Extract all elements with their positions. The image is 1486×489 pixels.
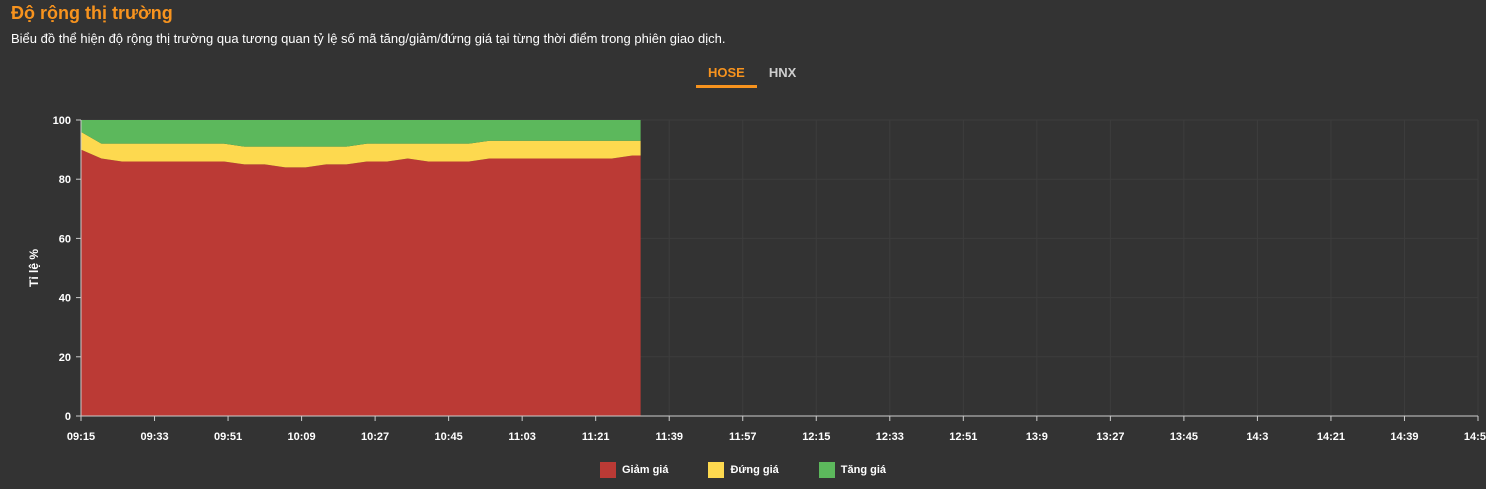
x-tick-label: 11:39 bbox=[655, 431, 683, 443]
page-subtitle: Biểu đồ thể hiện độ rộng thị trường qua … bbox=[11, 31, 726, 46]
y-tick-label: 20 bbox=[59, 352, 71, 364]
legend-item-down[interactable]: Giảm giá bbox=[600, 462, 668, 478]
y-tick-label: 100 bbox=[53, 115, 71, 127]
x-tick-label: 13:45 bbox=[1170, 431, 1198, 443]
chart-legend: Giảm giá Đứng giá Tăng giá bbox=[0, 462, 1486, 478]
y-tick-label: 80 bbox=[59, 174, 71, 186]
exchange-tabs: HOSE HNX bbox=[696, 64, 808, 90]
x-tick-label: 12:15 bbox=[802, 431, 830, 443]
x-tick-label: 09:51 bbox=[214, 431, 242, 443]
tab-hose[interactable]: HOSE bbox=[696, 64, 757, 88]
y-tick-label: 60 bbox=[59, 233, 71, 245]
legend-item-up[interactable]: Tăng giá bbox=[818, 462, 886, 478]
y-tick-label: 40 bbox=[59, 293, 71, 305]
x-tick-label: 11:21 bbox=[582, 431, 610, 443]
page-title: Độ rộng thị trường bbox=[11, 3, 173, 23]
x-tick-label: 12:33 bbox=[876, 431, 904, 443]
x-tick-label: 14:57 bbox=[1464, 431, 1486, 443]
legend-swatch-flat bbox=[708, 462, 725, 478]
legend-swatch-down bbox=[600, 462, 616, 478]
legend-label-flat: Đứng giá bbox=[730, 464, 779, 476]
x-tick-label: 14:21 bbox=[1317, 431, 1345, 443]
legend-label-up: Tăng giá bbox=[840, 464, 886, 476]
x-tick-label: 09:33 bbox=[140, 431, 168, 443]
x-tick-label: 12:51 bbox=[949, 431, 977, 443]
y-axis-label: Tỉ lệ % bbox=[27, 249, 41, 287]
tab-hnx[interactable]: HNX bbox=[768, 65, 797, 80]
x-tick-label: 10:27 bbox=[361, 431, 389, 443]
market-breadth-chart: 0 20 40 60 80 100 09:15 09:33 09:51 10:09 10:27 10:… bbox=[27, 115, 1486, 443]
x-tick-label: 14:39 bbox=[1390, 431, 1418, 443]
x-tick-label: 13:9 bbox=[1026, 431, 1048, 443]
area-series-3 bbox=[81, 120, 641, 147]
x-tick-label: 11:57 bbox=[729, 431, 757, 443]
x-tick-label: 13:27 bbox=[1096, 431, 1124, 443]
legend-swatch-up bbox=[818, 462, 835, 478]
x-tick-label: 10:45 bbox=[435, 431, 463, 443]
legend-item-flat[interactable]: Đứng giá bbox=[708, 462, 779, 478]
x-tick-label: 14:3 bbox=[1246, 431, 1268, 443]
x-tick-label: 11:03 bbox=[508, 431, 536, 443]
x-tick-label: 10:09 bbox=[288, 431, 316, 443]
legend-label-down: Giảm giá bbox=[622, 464, 669, 476]
y-tick-label: 0 bbox=[65, 411, 71, 423]
area-series-1 bbox=[81, 149, 641, 416]
x-tick-label: 09:15 bbox=[67, 431, 95, 443]
